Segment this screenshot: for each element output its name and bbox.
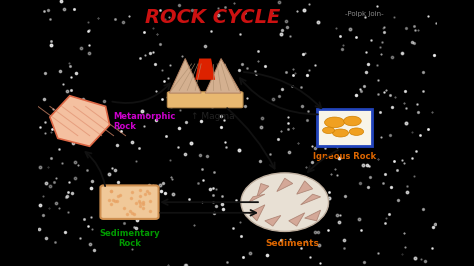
Polygon shape [205,59,241,93]
Polygon shape [257,184,269,197]
Polygon shape [50,96,109,146]
Text: ROCK CYCLE: ROCK CYCLE [146,8,281,27]
Polygon shape [195,59,215,80]
Text: Metamorphic
Rock: Metamorphic Rock [114,112,176,131]
Circle shape [241,173,328,231]
Polygon shape [265,215,281,226]
Polygon shape [169,59,201,93]
Polygon shape [305,210,320,221]
Ellipse shape [323,127,335,134]
FancyBboxPatch shape [100,185,159,219]
Polygon shape [289,213,305,226]
Text: Sediments: Sediments [266,239,319,248]
Text: Igneous Rock: Igneous Rock [313,152,376,161]
Ellipse shape [333,129,348,137]
FancyBboxPatch shape [317,109,373,146]
Polygon shape [249,194,265,202]
Ellipse shape [344,116,361,126]
Ellipse shape [325,117,345,128]
FancyBboxPatch shape [167,92,243,108]
Polygon shape [249,205,265,221]
Ellipse shape [349,128,364,135]
Polygon shape [277,178,293,192]
Polygon shape [301,194,320,205]
Text: ↑ Magma: ↑ Magma [191,112,235,121]
Polygon shape [297,181,313,194]
Text: Sedimentary
Rock: Sedimentary Rock [99,229,160,248]
Text: -Polpk Join-: -Polpk Join- [345,11,384,17]
